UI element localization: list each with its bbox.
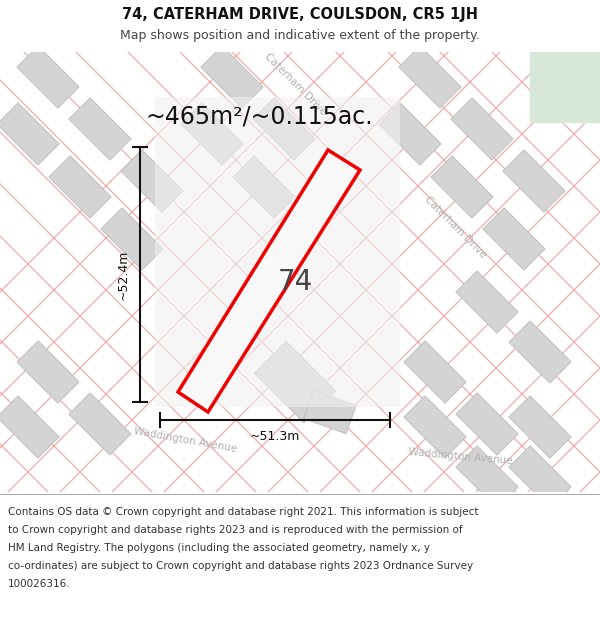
Text: 74: 74 — [277, 268, 313, 296]
Text: 74, CATERHAM DRIVE, COULSDON, CR5 1JH: 74, CATERHAM DRIVE, COULSDON, CR5 1JH — [122, 6, 478, 21]
Polygon shape — [399, 46, 461, 108]
Text: ~52.4m: ~52.4m — [117, 249, 130, 299]
Text: ~465m²/~0.115ac.: ~465m²/~0.115ac. — [145, 105, 373, 129]
Polygon shape — [69, 393, 131, 455]
Text: Waddington Avenue: Waddington Avenue — [407, 448, 512, 466]
Text: ~51.3m: ~51.3m — [250, 430, 300, 443]
Polygon shape — [379, 103, 441, 165]
Polygon shape — [17, 46, 79, 108]
Polygon shape — [49, 156, 111, 218]
Polygon shape — [181, 103, 243, 165]
Text: 100026316.: 100026316. — [8, 579, 71, 589]
Polygon shape — [155, 97, 400, 407]
Polygon shape — [254, 341, 335, 422]
Polygon shape — [178, 150, 360, 412]
Polygon shape — [456, 446, 518, 508]
Polygon shape — [503, 150, 565, 212]
Polygon shape — [451, 98, 513, 160]
Text: co-ordinates) are subject to Crown copyright and database rights 2023 Ordnance S: co-ordinates) are subject to Crown copyr… — [8, 561, 473, 571]
Text: Waddington Avenue: Waddington Avenue — [133, 426, 238, 454]
Polygon shape — [509, 446, 571, 508]
Polygon shape — [456, 393, 518, 455]
Polygon shape — [253, 98, 315, 160]
Polygon shape — [0, 396, 59, 458]
Text: to Crown copyright and database rights 2023 and is reproduced with the permissio: to Crown copyright and database rights 2… — [8, 525, 463, 535]
Polygon shape — [509, 396, 571, 458]
Polygon shape — [483, 208, 545, 270]
Bar — [530, 52, 600, 122]
Polygon shape — [121, 150, 183, 212]
Text: Contains OS data © Crown copyright and database right 2021. This information is : Contains OS data © Crown copyright and d… — [8, 507, 479, 517]
Polygon shape — [69, 98, 131, 160]
Text: HM Land Registry. The polygons (including the associated geometry, namely x, y: HM Land Registry. The polygons (includin… — [8, 543, 430, 553]
Polygon shape — [404, 396, 466, 458]
Polygon shape — [201, 46, 263, 108]
Polygon shape — [431, 156, 493, 218]
Polygon shape — [0, 103, 59, 165]
Polygon shape — [404, 341, 466, 403]
Polygon shape — [17, 341, 79, 403]
Polygon shape — [101, 208, 163, 270]
Polygon shape — [304, 390, 356, 434]
Text: Caterham Drive: Caterham Drive — [262, 51, 328, 117]
Text: Map shows position and indicative extent of the property.: Map shows position and indicative extent… — [120, 29, 480, 42]
Polygon shape — [233, 156, 295, 218]
Polygon shape — [509, 321, 571, 383]
Polygon shape — [456, 271, 518, 333]
Text: Caterham Drive: Caterham Drive — [422, 194, 488, 260]
